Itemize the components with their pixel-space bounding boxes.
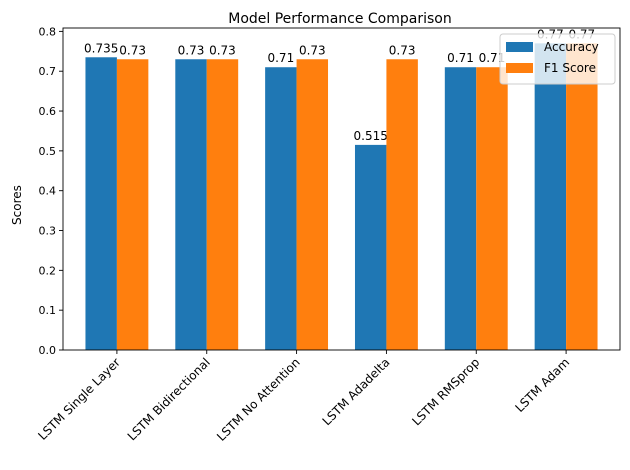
legend-label: Accuracy <box>544 40 599 54</box>
bar-value-label: 0.515 <box>354 129 388 143</box>
bar <box>206 59 239 350</box>
bar-value-label: 0.73 <box>209 43 236 57</box>
bar <box>386 59 418 350</box>
bar-value-label: 0.71 <box>479 51 506 65</box>
legend-label: F1 Score <box>544 61 596 75</box>
legend-swatch <box>506 42 533 52</box>
y-tick-label: 0.8 <box>39 25 57 38</box>
x-axis: LSTM Single Layer LSTM Bidirectional LSTM … <box>35 350 572 444</box>
x-tick-label: LSTM RMSprop <box>409 355 482 428</box>
bar <box>85 57 117 350</box>
bar <box>476 67 508 351</box>
bar <box>265 67 297 351</box>
x-tick-label: LSTM Single Layer <box>35 355 123 443</box>
y-tick-label: 0.0 <box>39 344 57 357</box>
bars-group: 0.7350.730.710.5150.710.770.730.730.730.… <box>84 27 598 351</box>
x-tick-label: LSTM No Attention <box>214 355 303 444</box>
legend: Accuracy F1 Score <box>499 33 616 85</box>
x-tick-label: LSTM Adadelta <box>320 355 393 428</box>
bar <box>566 43 598 350</box>
bar <box>354 144 387 350</box>
plot-frame <box>62 27 621 351</box>
bar-value-label: 0.73 <box>178 43 205 57</box>
y-axis: 0.0 0.1 0.2 0.3 0.4 0.5 0.6 0.7 0.8 <box>39 25 63 357</box>
bar-value-label: 0.73 <box>389 43 416 57</box>
bar-value-label: 0.73 <box>119 43 146 57</box>
y-tick-label: 0.5 <box>39 145 57 158</box>
bar-value-label: 0.735 <box>84 41 118 55</box>
bar <box>534 43 567 350</box>
bar <box>296 59 329 350</box>
bar <box>175 59 207 350</box>
y-tick-label: 0.6 <box>39 105 57 118</box>
y-tick-label: 0.1 <box>39 304 57 317</box>
x-tick-label: LSTM Bidirectional <box>125 355 213 443</box>
y-tick-label: 0.2 <box>39 264 57 277</box>
y-tick-label: 0.3 <box>39 225 57 238</box>
bar-value-label: 0.71 <box>267 51 294 65</box>
y-tick-label: 0.7 <box>39 65 57 78</box>
bar <box>116 59 149 350</box>
x-tick-label: LSTM Adam <box>512 355 572 415</box>
y-axis-label: Scores <box>10 185 24 225</box>
legend-swatch <box>506 63 533 73</box>
bar-value-label: 0.73 <box>299 43 326 57</box>
y-tick-label: 0.4 <box>39 185 57 198</box>
chart-title: Model Performance Comparison <box>228 11 451 27</box>
bar-value-label: 0.71 <box>447 51 474 65</box>
bar <box>444 67 477 351</box>
